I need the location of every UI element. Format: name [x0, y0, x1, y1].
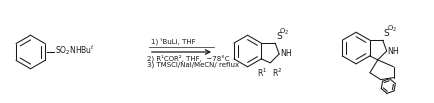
Text: NH: NH — [388, 47, 399, 56]
Text: R$^2$: R$^2$ — [272, 67, 283, 79]
Text: S: S — [384, 29, 389, 38]
Text: S: S — [276, 32, 282, 41]
Text: O$_2$: O$_2$ — [279, 27, 289, 37]
Text: 1) ᵗBuLi, THF: 1) ᵗBuLi, THF — [151, 38, 196, 45]
Text: O$_2$: O$_2$ — [387, 24, 397, 34]
Text: SO$_2$NHBu$^t$: SO$_2$NHBu$^t$ — [55, 44, 95, 57]
Text: 3) TMSCl/NaI/MeCN/ reflux: 3) TMSCl/NaI/MeCN/ reflux — [147, 62, 239, 68]
Text: R$^1$: R$^1$ — [257, 67, 267, 79]
Text: NH: NH — [280, 49, 292, 59]
Text: 2) R¹COR², THF,  −78°C: 2) R¹COR², THF, −78°C — [147, 55, 230, 62]
